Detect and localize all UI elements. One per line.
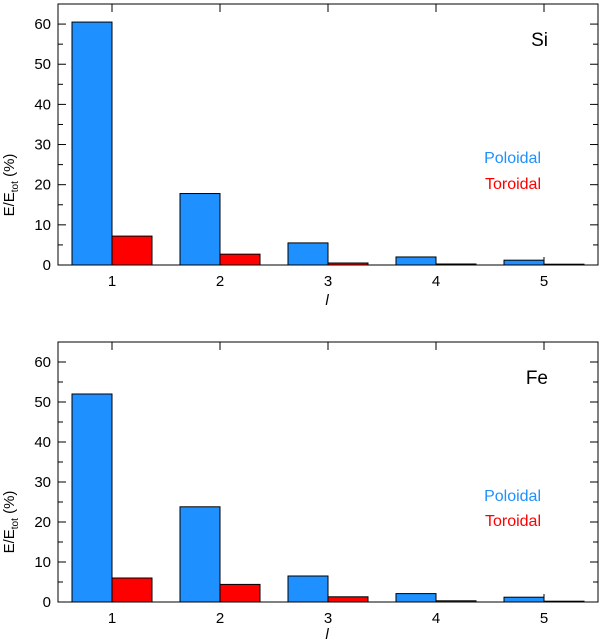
bar-poloidal [179,193,221,266]
panel-si: Si Poloidal Toroidal l E/Etot (%) 0 10 20 3… [1,3,599,309]
y-tick-label: 30 [34,137,51,154]
bar-poloidal [395,256,437,266]
x-tick-label: 2 [216,273,224,290]
bar-toroidal [219,253,261,266]
x-tick-label: 5 [540,610,548,627]
bar-poloidal [179,506,221,603]
x-tick-label: 5 [540,273,548,290]
y-tick-label: 50 [34,56,51,73]
bar-toroidal [327,262,369,266]
legend-toroidal: Toroidal [485,513,541,530]
bar-toroidal [435,263,477,266]
panel-title: Fe [526,368,548,389]
bar-poloidal [503,259,545,266]
y-axis-label: E/Etot (%) [1,491,21,554]
x-tick-label: 1 [108,273,116,290]
bar-poloidal [71,21,113,266]
y-tick-label: 0 [43,257,51,274]
plot-frame [57,3,599,266]
bar-toroidal [543,263,585,266]
x-tick-label: 2 [216,610,224,627]
legend-poloidal: Poloidal [484,150,541,167]
bar-toroidal [111,577,153,603]
bar-toroidal [111,235,153,266]
legend-toroidal: Toroidal [485,176,541,193]
x-tick-label: 4 [432,610,440,627]
bar-poloidal [287,575,329,603]
panel-title: Si [531,30,548,51]
x-tick-label: 4 [432,273,440,290]
y-axis-label: E/Etot (%) [1,154,21,217]
y-tick-label: 40 [34,434,51,451]
bar-poloidal [395,593,437,603]
y-tick-label: 40 [34,96,51,113]
legend-poloidal: Poloidal [484,488,541,505]
y-tick-label: 10 [34,554,51,571]
bar-toroidal [219,583,261,603]
bar-toroidal [435,600,477,603]
plot-frame [57,341,599,603]
bar-poloidal [287,242,329,266]
y-tick-label: 50 [34,394,51,411]
x-axis-label: l [325,292,329,309]
y-tick-label: 20 [34,514,51,531]
bar-toroidal [543,600,585,603]
panel-fe: Fe Poloidal Toroidal l E/Etot (%) 0 10 20 3… [1,341,599,643]
bar-toroidal [327,596,369,603]
y-tick-label: 60 [34,354,51,371]
bar-poloidal [503,596,545,603]
y-tick-label: 10 [34,217,51,234]
y-tick-label: 60 [34,16,51,33]
x-axis-label: l [325,626,329,643]
y-tick-label: 20 [34,177,51,194]
y-tick-label: 30 [34,474,51,491]
y-tick-label: 0 [43,594,51,611]
bar-poloidal [71,393,113,603]
x-tick-label: 3 [324,610,332,627]
x-tick-label: 3 [324,273,332,290]
x-tick-label: 1 [108,610,116,627]
